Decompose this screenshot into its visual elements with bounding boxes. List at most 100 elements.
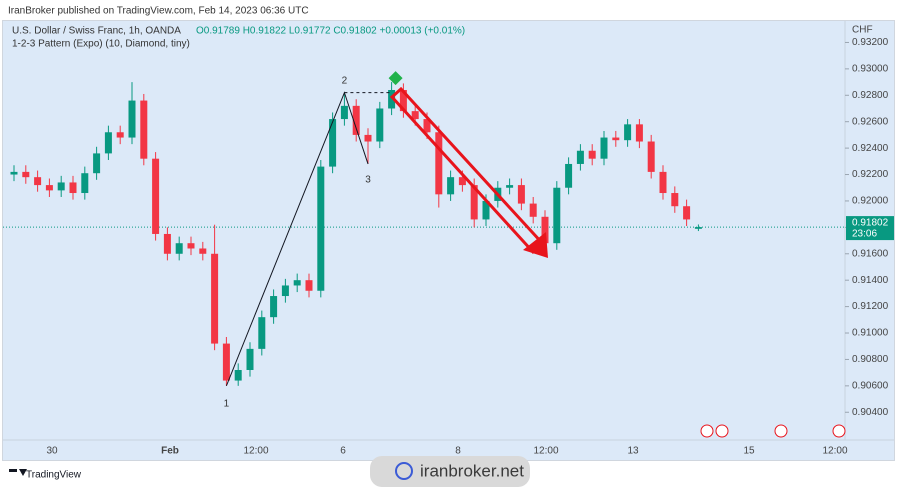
last-price-label: 0.91802 xyxy=(852,218,889,229)
y-tick-label: 0.93000 xyxy=(852,64,889,75)
candle-body xyxy=(399,90,407,112)
candle-body xyxy=(234,370,242,381)
candle-body xyxy=(671,193,679,207)
candle-body xyxy=(69,182,77,194)
candle-body xyxy=(34,177,42,186)
x-tick-label: 13 xyxy=(627,446,639,457)
pattern-label: 1 xyxy=(224,398,230,409)
trend-arrow xyxy=(389,86,548,258)
watermark-pill xyxy=(370,456,530,487)
x-tick-label: 12:00 xyxy=(243,446,268,457)
published-note: IranBroker published on TradingView.com,… xyxy=(8,6,309,17)
y-tick-label: 0.90400 xyxy=(852,407,889,418)
y-tick-label: 0.93200 xyxy=(852,37,889,48)
plot xyxy=(3,71,845,387)
candle-body xyxy=(104,132,112,154)
flag-icon[interactable] xyxy=(774,424,788,438)
flag-icon[interactable] xyxy=(715,424,729,438)
candle-body xyxy=(140,100,148,159)
y-tick-label: 0.92000 xyxy=(852,196,889,207)
candle-body xyxy=(57,182,65,191)
candle-body xyxy=(352,105,360,135)
candle-body xyxy=(517,185,525,204)
candle-body xyxy=(435,132,443,195)
candle-body xyxy=(529,203,537,217)
y-tick-label: 0.91000 xyxy=(852,328,889,339)
y-tick-label: 0.91200 xyxy=(852,301,889,312)
candle-body xyxy=(576,150,584,164)
candle-body xyxy=(163,233,171,254)
candle-body xyxy=(45,185,53,191)
candle-body xyxy=(305,280,313,291)
flag-icon[interactable] xyxy=(832,424,846,438)
watermark-text: iranbroker.net xyxy=(420,461,524,480)
candle-body xyxy=(317,166,325,291)
candle-body xyxy=(281,285,289,297)
candle-body xyxy=(506,185,514,188)
candle-body xyxy=(211,253,219,344)
indicator-legend: 1-2-3 Pattern (Expo) (10, Diamond, tiny) xyxy=(12,39,190,50)
arrow-head xyxy=(523,232,548,258)
x-tick-label: 12:00 xyxy=(533,446,558,457)
y-tick-label: 0.90800 xyxy=(852,354,889,365)
candle-body xyxy=(694,227,702,229)
candle-body xyxy=(647,141,655,172)
brand-text: TradingView xyxy=(26,470,82,481)
candle-body xyxy=(246,348,254,370)
y-tick-label: 0.92800 xyxy=(852,90,889,101)
candle-body xyxy=(600,137,608,159)
last-price-box xyxy=(846,216,894,241)
candle-body xyxy=(447,177,455,195)
brand-logo xyxy=(9,469,27,476)
x-tick-label: Feb xyxy=(161,446,179,457)
candle-body xyxy=(187,243,195,249)
candle-body xyxy=(388,90,396,109)
candle-body xyxy=(81,173,89,194)
candle-body xyxy=(22,171,30,178)
candle-body xyxy=(458,177,466,186)
candle-body xyxy=(624,124,632,141)
y-tick-label: 0.91400 xyxy=(852,275,889,286)
candle-body xyxy=(199,248,207,254)
candle-body xyxy=(683,206,691,220)
candle-body xyxy=(340,105,348,120)
symbol-title: U.S. Dollar / Swiss Franc, 1h, OANDA xyxy=(12,26,181,37)
candle-body xyxy=(470,185,478,220)
x-tick-label: 12:00 xyxy=(822,446,847,457)
candle-body xyxy=(482,200,490,220)
ohlc-legend: O0.91789 H0.91822 L0.91772 C0.91802 +0.0… xyxy=(196,26,465,37)
candle-body xyxy=(128,100,136,138)
y-tick-label: 0.92400 xyxy=(852,143,889,154)
y-tick-label: 0.92600 xyxy=(852,116,889,127)
candle-body xyxy=(635,124,643,142)
candle-body xyxy=(116,132,124,138)
candle-body xyxy=(93,153,101,174)
candle-body xyxy=(541,216,549,244)
candle-body xyxy=(270,296,278,318)
candle-body xyxy=(293,280,301,286)
chart-panel xyxy=(2,20,895,461)
candle-body xyxy=(329,119,337,167)
candle-body xyxy=(364,134,372,142)
watermark-logo xyxy=(395,462,413,480)
candle-body xyxy=(10,171,18,175)
x-tick-label: 6 xyxy=(340,446,346,457)
pattern-label: 2 xyxy=(342,75,348,86)
y-tick-label: 0.91600 xyxy=(852,248,889,259)
y-tick-label: 0.90600 xyxy=(852,380,889,391)
currency-label: CHF xyxy=(852,25,873,36)
candle-body xyxy=(152,158,160,234)
x-tick-label: 15 xyxy=(743,446,755,457)
candle-body xyxy=(376,108,384,142)
candle-body xyxy=(175,243,183,254)
candle-body xyxy=(423,119,431,133)
event-icon[interactable] xyxy=(700,424,714,438)
countdown-label: 23:06 xyxy=(852,229,877,240)
candle-body xyxy=(612,137,620,141)
candle-body xyxy=(411,111,419,120)
candle-body xyxy=(565,163,573,188)
candle-body xyxy=(588,150,596,159)
x-tick-label: 30 xyxy=(46,446,58,457)
candle-body xyxy=(222,343,230,381)
